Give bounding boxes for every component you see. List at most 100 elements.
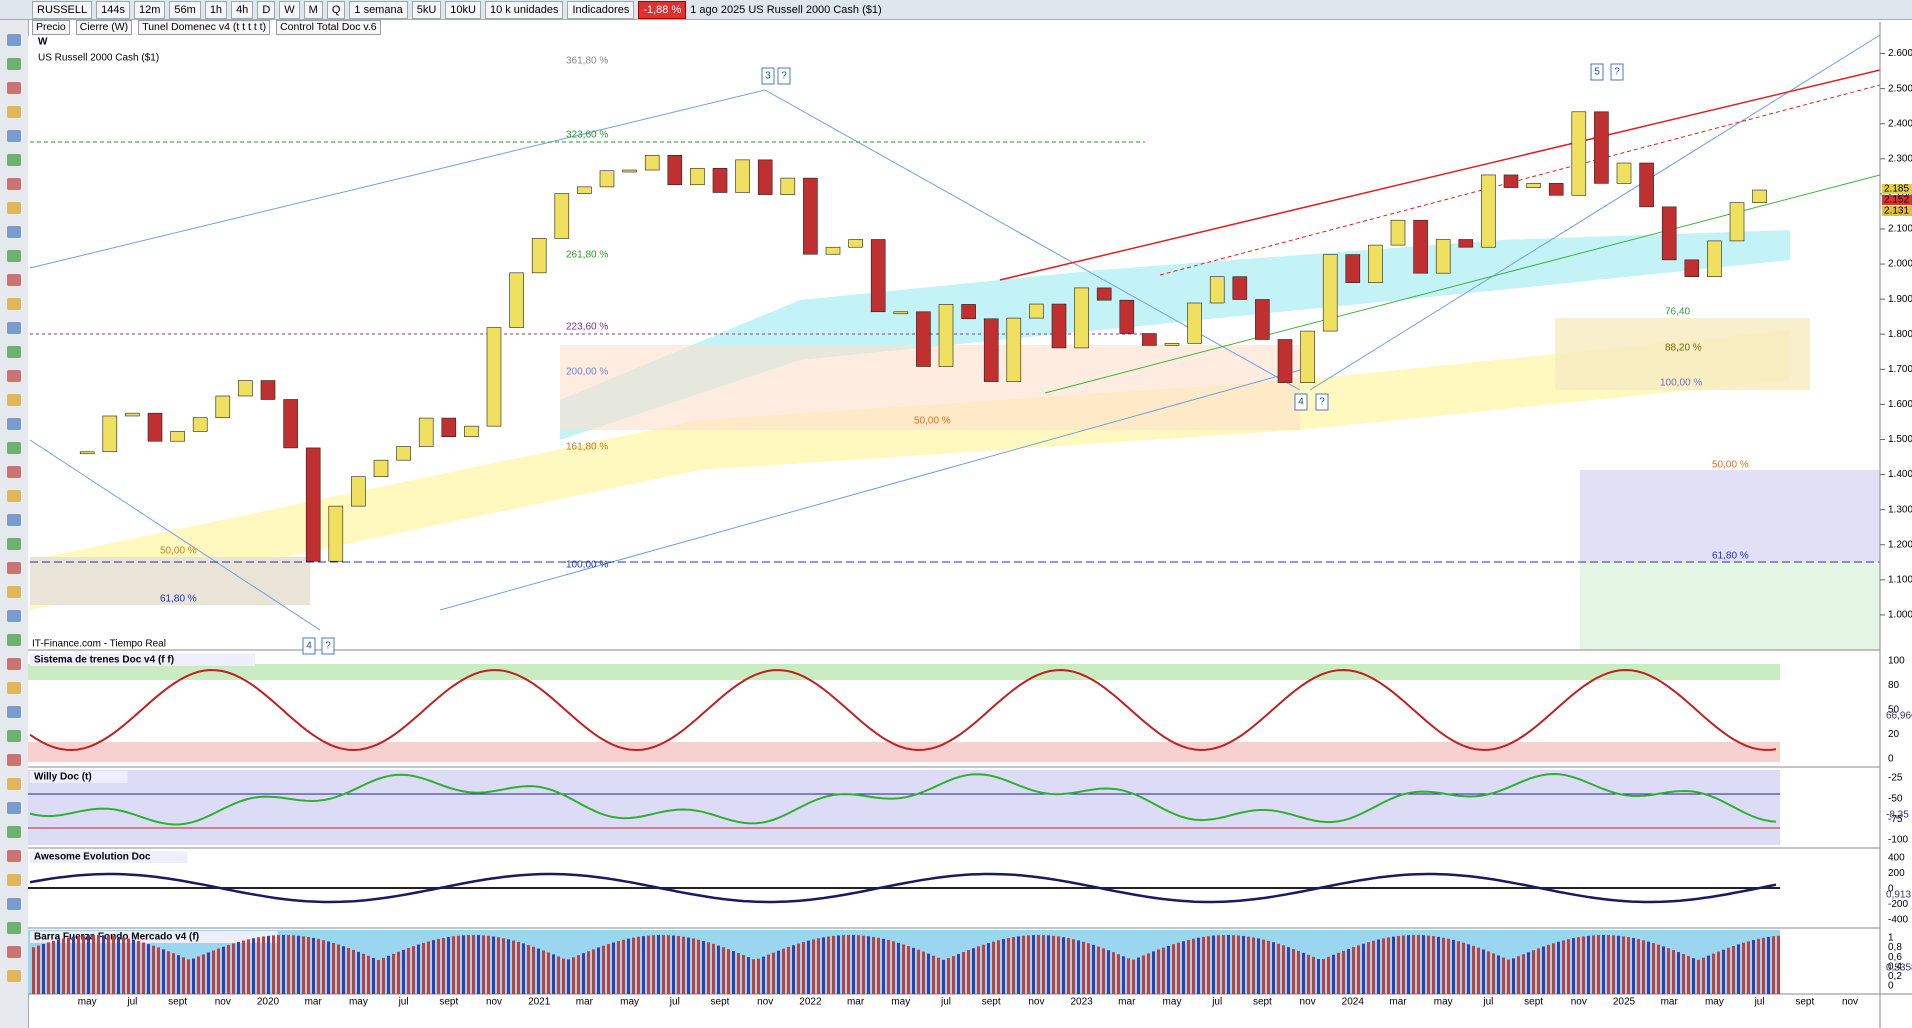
force-bar — [932, 955, 935, 994]
tool[interactable] — [7, 466, 21, 478]
tool[interactable] — [7, 130, 21, 142]
tool[interactable] — [7, 898, 21, 910]
tool[interactable] — [7, 658, 21, 670]
tool[interactable] — [7, 394, 21, 406]
tool[interactable] — [7, 538, 21, 550]
candle — [983, 318, 999, 382]
unit-select[interactable]: 10 k unidades — [484, 0, 564, 19]
tool[interactable] — [7, 610, 21, 622]
force-bar — [647, 935, 650, 994]
force-bar — [942, 959, 945, 994]
tool[interactable] — [7, 346, 21, 358]
force-bar — [122, 937, 125, 994]
tool[interactable] — [7, 682, 21, 694]
tf[interactable]: 56m — [169, 0, 201, 19]
tool[interactable] — [7, 850, 21, 862]
unit[interactable]: 10kU — [445, 0, 481, 19]
tool[interactable] — [7, 370, 21, 382]
tf[interactable]: D — [257, 0, 276, 19]
tool[interactable] — [7, 442, 21, 454]
force-bar — [872, 936, 875, 994]
tf[interactable]: 4h — [231, 0, 254, 19]
tf[interactable]: Q — [326, 0, 346, 19]
force-bar — [807, 940, 810, 994]
tf[interactable]: M — [303, 0, 323, 19]
tool[interactable] — [7, 418, 21, 430]
tool[interactable] — [7, 922, 21, 934]
force-bar — [337, 944, 340, 994]
panel-axis: -75 — [1888, 814, 1903, 825]
tool[interactable] — [7, 802, 21, 814]
force-bar — [152, 945, 155, 994]
tool[interactable] — [7, 514, 21, 526]
force-bar — [217, 948, 220, 994]
tool[interactable] — [7, 490, 21, 502]
force-bar — [1397, 935, 1400, 994]
tf[interactable]: W — [279, 0, 300, 19]
force-bar — [1057, 936, 1060, 994]
legend-item[interactable]: Precio — [32, 20, 70, 35]
fib-label: 261,80 % — [566, 250, 608, 261]
symbol[interactable]: RUSSELL — [32, 0, 93, 19]
force-bar — [142, 942, 145, 994]
candle — [916, 311, 931, 367]
candle — [1707, 240, 1722, 277]
force-bar — [1387, 937, 1390, 994]
tool[interactable] — [7, 58, 21, 70]
wave-label: 4 — [1298, 397, 1304, 408]
force-bar — [1252, 937, 1255, 994]
legend-item[interactable]: Control Total Doc v.6 — [276, 20, 381, 35]
force-bar — [1277, 943, 1280, 994]
x-label: nov — [486, 997, 502, 1008]
tool[interactable] — [7, 562, 21, 574]
force-bar — [382, 957, 385, 994]
tool[interactable] — [7, 946, 21, 958]
tool[interactable] — [7, 154, 21, 166]
tool[interactable] — [7, 298, 21, 310]
force-bar — [1087, 943, 1090, 994]
candle — [1548, 183, 1564, 196]
tool[interactable] — [7, 82, 21, 94]
tool[interactable] — [7, 730, 21, 742]
trend — [999, 69, 1881, 281]
x-label: jul — [1482, 997, 1493, 1008]
indicators[interactable]: Indicadores — [567, 0, 635, 19]
force-bar — [1197, 937, 1200, 994]
wave-label: ? — [1614, 67, 1620, 78]
legend-item[interactable]: Cierre (W) — [75, 20, 133, 35]
tool[interactable] — [7, 178, 21, 190]
force-bar — [47, 942, 50, 994]
unit[interactable]: 5kU — [411, 0, 442, 19]
force-bar — [542, 950, 545, 994]
force-bar — [817, 938, 820, 994]
tool[interactable] — [7, 34, 21, 46]
tool[interactable] — [7, 754, 21, 766]
force-bar — [427, 941, 430, 994]
tool[interactable] — [7, 778, 21, 790]
tf[interactable]: 144s — [96, 0, 130, 19]
tool[interactable] — [7, 874, 21, 886]
tool[interactable] — [7, 586, 21, 598]
y-tick-label: 2.300 — [1888, 153, 1912, 164]
tool[interactable] — [7, 826, 21, 838]
zone — [1555, 318, 1810, 390]
tool[interactable] — [7, 106, 21, 118]
tf[interactable]: 12m — [134, 0, 166, 19]
tool[interactable] — [7, 274, 21, 286]
tool[interactable] — [7, 706, 21, 718]
force-bar — [857, 935, 860, 994]
force-bar — [1512, 958, 1515, 994]
tool[interactable] — [7, 226, 21, 238]
period[interactable]: 1 semana — [349, 0, 408, 19]
tool[interactable] — [7, 250, 21, 262]
candle — [486, 327, 502, 427]
tf[interactable]: 1h — [204, 0, 228, 19]
legend-item[interactable]: Tunel Domenec v4 (t t t t t) — [138, 20, 271, 35]
force-bar — [1082, 941, 1085, 994]
y-tick-label: 1.700 — [1888, 364, 1912, 375]
panel-axis: 0,4 — [1888, 961, 1902, 972]
tool[interactable] — [7, 322, 21, 334]
tool[interactable] — [7, 970, 21, 982]
tool[interactable] — [7, 202, 21, 214]
tool[interactable] — [7, 634, 21, 646]
